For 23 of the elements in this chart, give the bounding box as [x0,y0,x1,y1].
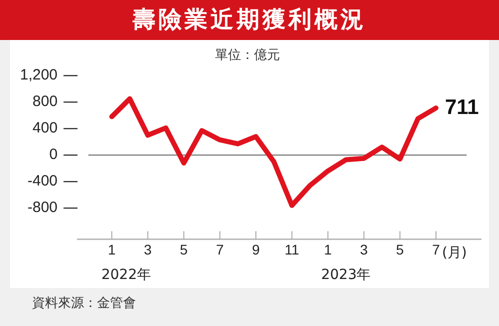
chart-title: 壽險業近期獲利概況 [0,0,499,40]
y-tick-label: 0 [49,146,58,164]
x-tick-label: 1 [108,241,116,258]
text: (月) [442,244,467,261]
x-tick-label: 7 [432,241,440,258]
x-tick-label: 7 [216,241,224,258]
x-tick-label: 3 [360,241,368,258]
chart-subtitle: 單位：億元 [215,48,280,64]
y-tick-label: 400 [32,120,58,137]
x-tick-label: 9 [252,241,260,258]
y-tick-label: -400 [28,172,58,190]
source-note: 資料來源：金管會 [32,295,136,312]
x-tick-label: 5 [180,241,188,258]
x-tick-label: 5 [396,241,404,258]
y-tick-label: -800 [28,199,58,216]
text: 2023年 [321,266,371,283]
x-tick-label: 1 [324,241,332,258]
x-tick-label: 3 [144,241,152,258]
data-label: 711 [444,96,480,119]
y-tick-label: 800 [32,93,58,110]
text: 2022年 [101,266,151,283]
y-tick-label: 1,200 [20,66,58,84]
x-tick-label: 11 [284,241,300,258]
